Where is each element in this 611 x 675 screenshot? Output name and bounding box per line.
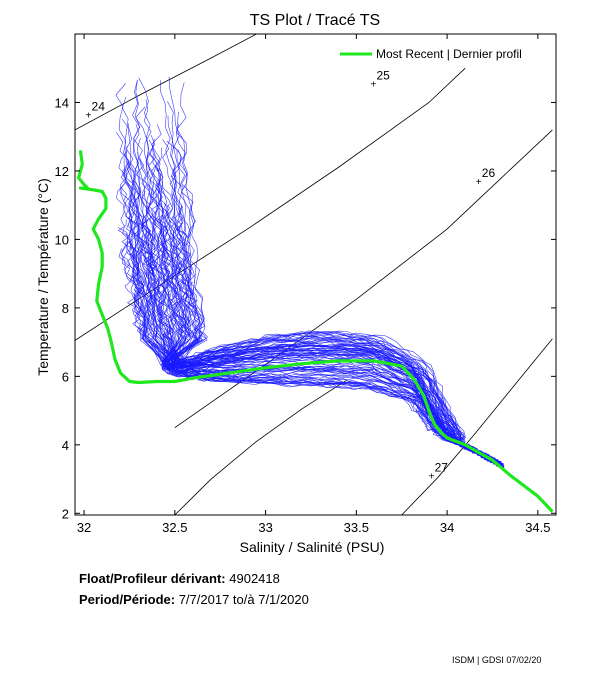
legend-label: Most Recent | Dernier profil [376, 47, 522, 61]
x-tick-label: 32.5 [162, 520, 187, 535]
contour-label-24: 24 [92, 99, 106, 113]
historical-profile [161, 139, 504, 467]
historical-profile [145, 152, 502, 466]
historical-profile [141, 219, 505, 468]
density-contour-27 [401, 338, 553, 515]
density-contour-26 [174, 129, 553, 429]
density-contour-unlabeled-4 [174, 379, 348, 515]
float-value: 4902418 [229, 571, 280, 586]
y-axis-label: Temperature / Température (°C) [35, 178, 51, 376]
historical-profile [137, 213, 504, 467]
historical-profile [176, 204, 501, 468]
legend: Most Recent | Dernier profil [340, 47, 522, 61]
historical-profile [172, 145, 503, 467]
historical-profile [145, 219, 502, 465]
historical-profile [167, 111, 502, 465]
contour-marker-27: + [429, 472, 435, 483]
density-contour-24 [75, 34, 257, 131]
period-info: Period/Période: 7/7/2017 to/à 7/1/2020 [79, 592, 309, 607]
contour-label-26: 26 [482, 166, 496, 180]
y-tick-label: 14 [55, 95, 69, 110]
period-label: Period/Période: [79, 592, 176, 607]
historical-profile [129, 195, 501, 465]
y-tick-label: 10 [55, 232, 69, 247]
density-contours [75, 34, 553, 515]
footer-credit: ISDM | GDSI 07/02/20 [452, 655, 542, 665]
most-recent-profile [76, 150, 554, 513]
historical-profile [154, 166, 503, 468]
contour-labels: +24+25+26+27 [86, 69, 496, 483]
contour-label-25: 25 [376, 69, 390, 83]
x-axis-ticks: 32 32.5 33 33.5 34 34.5 [77, 34, 551, 535]
y-tick-label: 6 [62, 369, 69, 384]
chart-title: TS Plot / Tracé TS [250, 12, 380, 29]
historical-profile [148, 138, 502, 466]
y-tick-label: 2 [62, 506, 69, 521]
y-tick-label: 4 [62, 438, 69, 453]
x-tick-label: 33.5 [344, 520, 369, 535]
float-info: Float/Profileur dérivant: 4902418 [79, 571, 280, 586]
x-tick-label: 33 [258, 520, 272, 535]
historical-profile [149, 145, 503, 466]
period-value: 7/7/2017 to/à 7/1/2020 [178, 592, 309, 607]
y-tick-label: 12 [55, 164, 69, 179]
contour-label-27: 27 [435, 461, 449, 475]
historical-profile [168, 82, 502, 468]
x-tick-label: 34.5 [525, 520, 550, 535]
x-axis-label: Salinity / Salinité (PSU) [240, 539, 385, 555]
historical-profile [168, 76, 503, 465]
y-tick-label: 8 [62, 301, 69, 316]
contour-marker-26: + [476, 177, 482, 188]
historical-profile [167, 101, 501, 465]
contour-marker-24: + [86, 110, 92, 121]
historical-profile [164, 203, 502, 465]
historical-profile [160, 80, 502, 467]
x-tick-label: 34 [440, 520, 454, 535]
contour-marker-25: + [370, 80, 376, 91]
most-recent-profile-line [76, 150, 554, 513]
plot-frame [74, 33, 557, 516]
historical-profiles [115, 76, 505, 469]
x-tick-label: 32 [77, 520, 91, 535]
float-label: Float/Profileur dérivant: [79, 571, 226, 586]
